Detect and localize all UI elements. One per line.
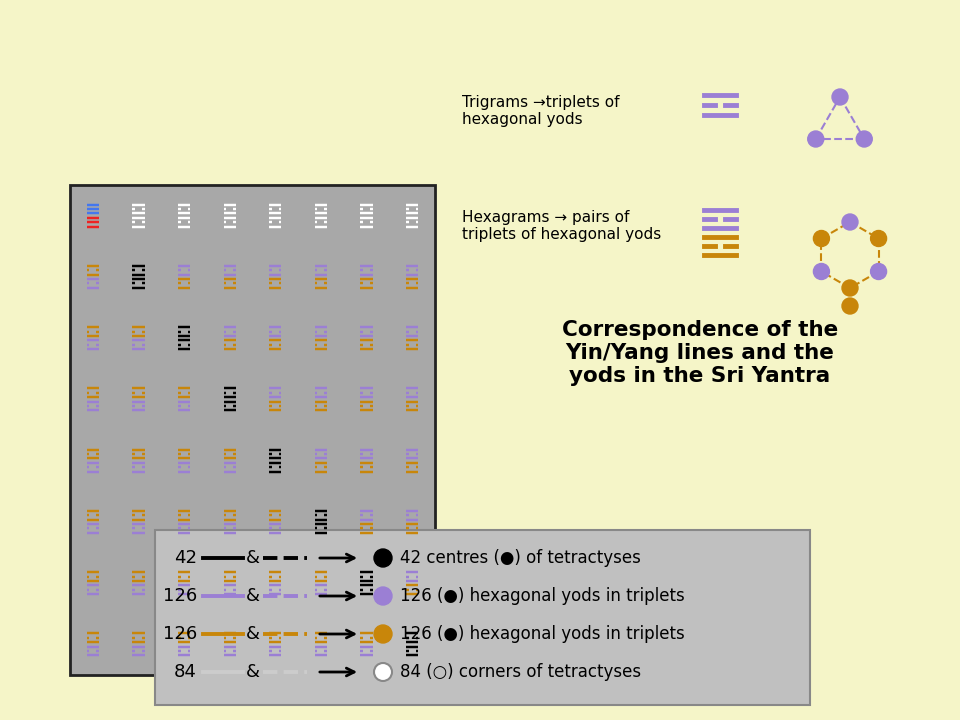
Text: 126 (●) hexagonal yods in triplets: 126 (●) hexagonal yods in triplets: [400, 625, 684, 643]
Circle shape: [374, 625, 392, 643]
Bar: [155, 530, 810, 705]
Circle shape: [842, 214, 858, 230]
Text: 84 (○) corners of tetractyses: 84 (○) corners of tetractyses: [400, 663, 641, 681]
Circle shape: [856, 131, 873, 147]
Circle shape: [813, 264, 829, 279]
Text: Hexagrams → pairs of
triplets of hexagonal yods: Hexagrams → pairs of triplets of hexagon…: [462, 210, 661, 243]
Bar: [70, 185, 435, 675]
Text: 126: 126: [163, 625, 197, 643]
Text: 42 centres (●) of tetractyses: 42 centres (●) of tetractyses: [400, 549, 641, 567]
Text: 126 (●) hexagonal yods in triplets: 126 (●) hexagonal yods in triplets: [400, 587, 684, 605]
Circle shape: [374, 663, 392, 681]
Circle shape: [842, 298, 858, 314]
Text: 84: 84: [174, 663, 197, 681]
Circle shape: [871, 264, 887, 279]
Text: &: &: [246, 549, 260, 567]
Text: 42: 42: [174, 549, 197, 567]
Text: &: &: [246, 663, 260, 681]
Circle shape: [807, 131, 824, 147]
Text: Trigrams →triplets of
hexagonal yods: Trigrams →triplets of hexagonal yods: [462, 95, 619, 127]
Circle shape: [871, 230, 887, 246]
Circle shape: [813, 230, 829, 246]
Circle shape: [842, 280, 858, 296]
Text: &: &: [246, 587, 260, 605]
Circle shape: [374, 549, 392, 567]
Text: Correspondence of the
Yin/Yang lines and the
yods in the Sri Yantra: Correspondence of the Yin/Yang lines and…: [562, 320, 838, 387]
Circle shape: [832, 89, 848, 105]
Text: &: &: [246, 625, 260, 643]
Text: 126: 126: [163, 587, 197, 605]
Circle shape: [374, 587, 392, 605]
